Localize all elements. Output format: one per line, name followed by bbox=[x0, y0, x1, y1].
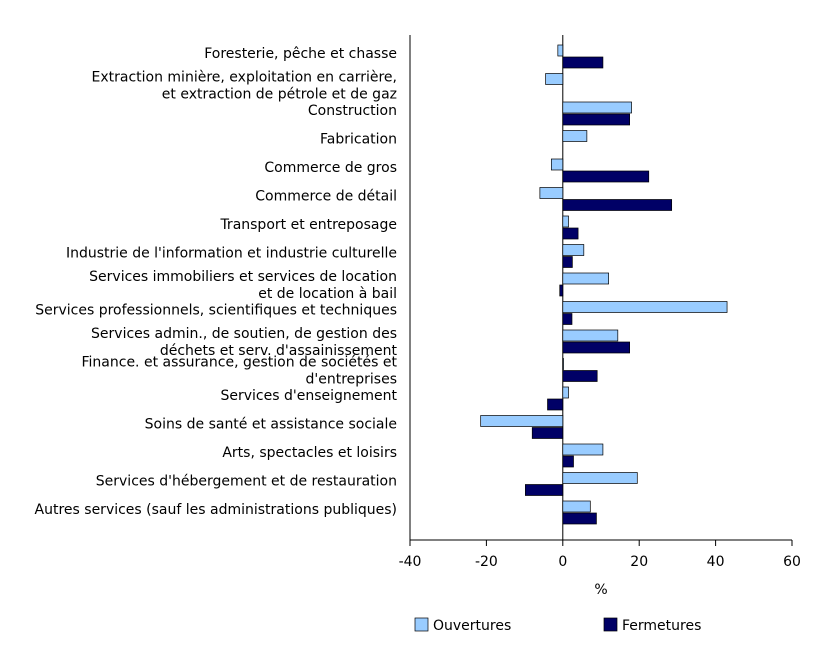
x-tick-label: 20 bbox=[630, 554, 648, 570]
x-tick-label: 60 bbox=[783, 554, 801, 570]
bar bbox=[539, 187, 564, 199]
bar bbox=[562, 215, 569, 228]
bar bbox=[562, 244, 585, 256]
bar bbox=[562, 101, 632, 114]
y-tick-label: et extraction de pétrole et de gaz bbox=[162, 87, 397, 103]
legend-label: Ouvertures bbox=[433, 618, 511, 634]
bar bbox=[562, 170, 650, 183]
y-tick-label: Soins de santé et assistance sociale bbox=[145, 417, 397, 433]
bar bbox=[562, 443, 604, 456]
y-tick-label: Services d'hébergement et de restauratio… bbox=[96, 474, 397, 490]
bar bbox=[559, 284, 564, 297]
legend-swatch bbox=[603, 617, 618, 632]
bar bbox=[562, 313, 573, 325]
y-tick-label: Transport et entreposage bbox=[219, 217, 397, 233]
bar bbox=[562, 301, 728, 313]
y-tick-label: Services d'enseignement bbox=[221, 388, 398, 404]
bar bbox=[562, 329, 619, 342]
y-tick-label: Construction bbox=[308, 103, 397, 119]
y-tick-label: Finance. et assurance, gestion de sociét… bbox=[82, 355, 398, 371]
legend-swatch bbox=[414, 617, 429, 632]
legend-label: Fermetures bbox=[622, 618, 701, 634]
bar bbox=[562, 386, 569, 399]
bar bbox=[562, 472, 638, 484]
bar bbox=[562, 227, 579, 240]
y-tick-label: Fabrication bbox=[320, 132, 397, 148]
x-tick-label: 0 bbox=[558, 554, 567, 570]
y-tick-label: Commerce de gros bbox=[264, 160, 397, 176]
bar bbox=[562, 256, 573, 268]
y-tick-label: et de location à bail bbox=[258, 286, 397, 302]
y-tick-label: déchets et serv. d'assainissement bbox=[160, 343, 398, 359]
y-tick-label: Services immobiliers et services de loca… bbox=[89, 269, 397, 285]
bar bbox=[562, 341, 630, 354]
bar bbox=[480, 415, 564, 427]
bar bbox=[525, 484, 564, 496]
bar bbox=[531, 427, 564, 439]
bar bbox=[562, 113, 630, 126]
y-tick-label: Services admin., de soutien, de gestion … bbox=[91, 326, 397, 342]
y-tick-label: Extraction minière, exploitation en carr… bbox=[92, 70, 398, 86]
bar bbox=[557, 44, 564, 57]
bar bbox=[562, 130, 588, 142]
bar bbox=[562, 358, 564, 370]
x-tick-label: 40 bbox=[707, 554, 725, 570]
bar bbox=[545, 73, 564, 85]
y-tick-label: Commerce de détail bbox=[255, 189, 397, 205]
x-tick-label: -40 bbox=[399, 554, 422, 570]
bar bbox=[562, 500, 591, 513]
y-tick-label: Arts, spectacles et loisirs bbox=[222, 445, 397, 461]
y-tick-label: Services professionnels, scientifiques e… bbox=[35, 303, 397, 319]
x-tick-label: -20 bbox=[475, 554, 498, 570]
bar bbox=[562, 272, 609, 285]
y-tick-label: d'entreprises bbox=[305, 372, 397, 388]
bar bbox=[562, 370, 598, 382]
bar bbox=[550, 158, 564, 171]
y-tick-label: Autres services (sauf les administration… bbox=[35, 502, 397, 518]
bar bbox=[562, 512, 597, 525]
bar bbox=[562, 56, 604, 69]
bar bbox=[562, 455, 574, 468]
bar bbox=[547, 398, 564, 411]
bar bbox=[562, 199, 673, 211]
y-tick-label: Industrie de l'information et industrie … bbox=[66, 246, 397, 262]
y-tick-label: Foresterie, pêche et chasse bbox=[204, 46, 397, 62]
x-axis-label: % bbox=[594, 582, 607, 598]
